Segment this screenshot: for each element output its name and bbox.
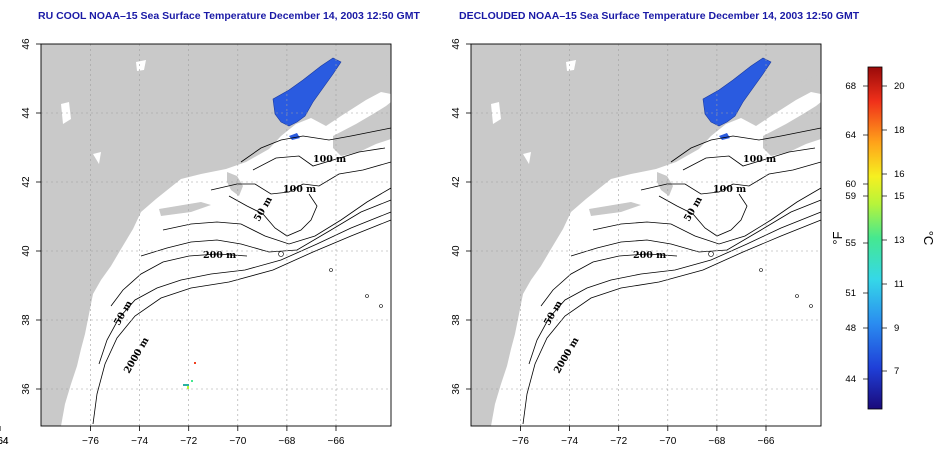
contour-label-50m-b-right: 50 m (542, 299, 565, 328)
y-tick-label-right: 40 (451, 245, 462, 257)
x-tick-label-right: −72 (610, 436, 627, 447)
x-tick-label-right: −64 (0, 436, 9, 447)
colorbar-unit-celsius: °C (921, 231, 936, 246)
x-tick-label-right: −66 (758, 436, 775, 447)
colorbar-fahrenheit-label: 60 (845, 179, 856, 190)
colorbar-celsius-label: 20 (894, 81, 905, 92)
y-tick-label-right: 38 (451, 314, 462, 326)
y-tick-label-left: 42 (21, 176, 32, 188)
y-tick-label-left: 44 (21, 107, 32, 119)
colorbar-fahrenheit-label: 59 (845, 191, 856, 202)
contour-label-50m-a: 50 m (252, 195, 275, 224)
colorbar-celsius-label: 7 (894, 366, 899, 377)
y-tick-label-right: 44 (451, 107, 462, 119)
x-tick-label-right: −68 (708, 436, 725, 447)
stray-pixels-left (183, 362, 196, 389)
y-tick-label-right: 36 (451, 383, 462, 395)
axes-left: −76 −74 −72 −70 −68 −66 −64 36 38 40 42 44 46 (0, 38, 345, 447)
y-tick-label-left: 36 (21, 383, 32, 395)
x-tick-label-right: −70 (659, 436, 676, 447)
map-panel-right: 100 m 100 m 50 m 200 m 50 m 2000 m (470, 43, 822, 427)
colorbar-fahrenheit-label: 44 (845, 374, 856, 385)
x-tick-label-left: −74 (131, 436, 148, 447)
x-tick-label-left: −72 (180, 436, 197, 447)
colorbar-celsius-label: 16 (894, 169, 905, 180)
contour-label-50m-a-right: 50 m (682, 195, 705, 224)
x-tick-label-left: −66 (328, 436, 345, 447)
colorbar-fahrenheit-label: 68 (845, 81, 856, 92)
contour-label-50m-b: 50 m (112, 299, 135, 328)
colorbar-celsius-label: 13 (894, 235, 905, 246)
colorbar-fahrenheit-label: 48 (845, 323, 856, 334)
x-tick-label-right: −74 (561, 436, 578, 447)
contour-label-100m-b-right: 100 m (713, 184, 746, 195)
y-tick-label-left: 40 (21, 245, 32, 257)
contour-label-100m-a: 100 m (313, 154, 346, 165)
contour-label-2000m: 2000 m (122, 336, 151, 376)
map-panel-left: 100 m 100 m 50 m 200 m 50 m 2000 m (40, 43, 392, 427)
colorbar-celsius-label: 9 (894, 323, 899, 334)
colorbar-celsius-label: 15 (894, 191, 905, 202)
y-tick-label-left: 46 (21, 38, 32, 50)
y-tick-label-right: 46 (451, 38, 462, 50)
colorbar-celsius-label: 18 (894, 125, 905, 136)
colorbar-fahrenheit-label: 64 (845, 130, 856, 141)
x-tick-label-left: −76 (82, 436, 99, 447)
x-tick-label-right: −76 (512, 436, 529, 447)
contour-label-100m-b: 100 m (283, 184, 316, 195)
contour-label-100m-a-right: 100 m (743, 154, 776, 165)
map-title-left: RU COOL NOAA–15 Sea Surface Temperature … (38, 10, 420, 22)
contour-label-200m: 200 m (203, 250, 236, 261)
contour-label-2000m-right: 2000 m (552, 336, 581, 376)
map-title-right: DECLOUDED NOAA–15 Sea Surface Temperatur… (459, 10, 860, 22)
x-tick-label-left: −64 (0, 436, 9, 447)
y-tick-label-right: 42 (451, 176, 462, 188)
colorbar-fahrenheit-label: 55 (845, 238, 856, 249)
contour-label-200m-right: 200 m (633, 250, 666, 261)
colorbar-fahrenheit-label: 51 (845, 288, 856, 299)
colorbar-unit-fahrenheit: °F (830, 231, 845, 244)
colorbar-celsius-label: 11 (894, 279, 904, 290)
x-tick-label-left: −68 (278, 436, 295, 447)
axes-right: −76 −74 −72 −70 −68 −66 −64 36 38 40 42 44 46 (0, 38, 775, 447)
y-tick-label-left: 38 (21, 314, 32, 326)
colorbar-gradient (867, 66, 883, 410)
x-tick-label-left: −70 (229, 436, 246, 447)
